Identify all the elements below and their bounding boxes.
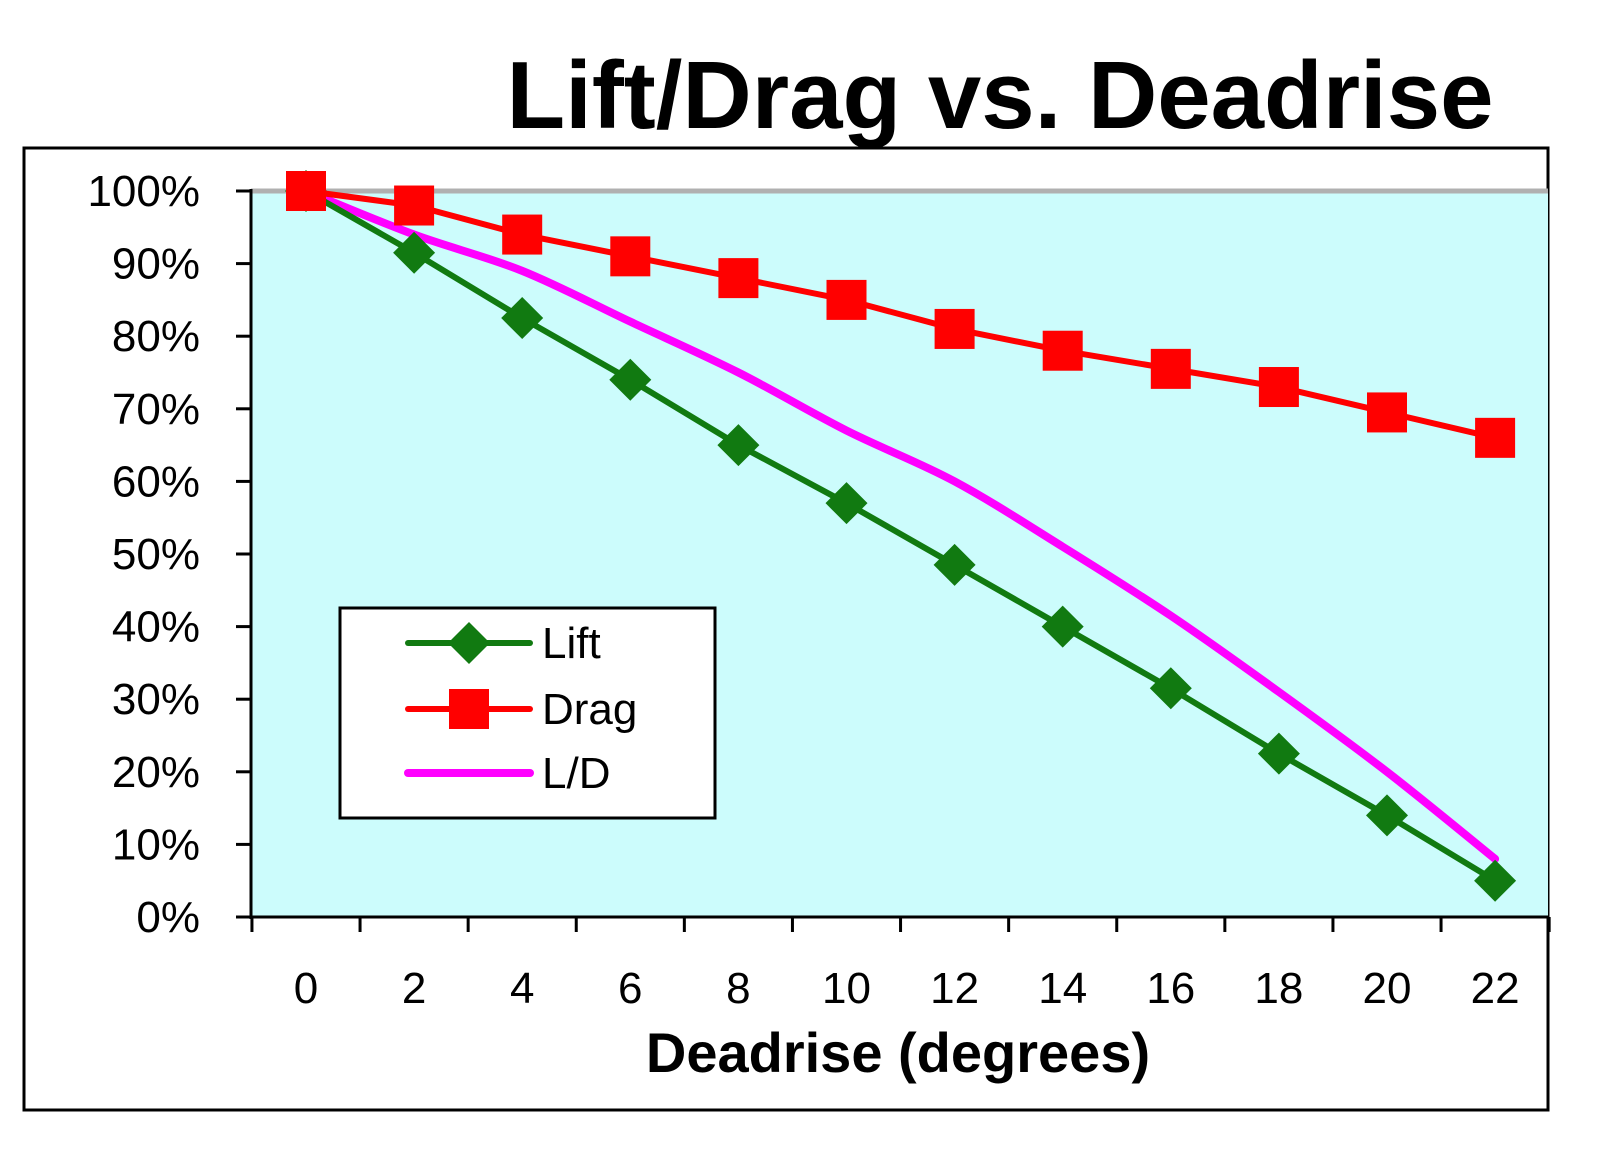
y-tick-label: 90%: [112, 240, 200, 289]
data-point-lift: [1366, 794, 1408, 837]
data-point-lift: [1474, 859, 1517, 902]
x-axis-label: Deadrise (degrees): [646, 1021, 1150, 1084]
y-tick-label: 70%: [112, 385, 200, 434]
data-point-drag: [1258, 367, 1299, 408]
data-point-lift: [717, 424, 760, 467]
x-tick-label: 16: [1146, 964, 1195, 1013]
x-tick-label: 18: [1254, 964, 1303, 1013]
data-point-lift: [1149, 667, 1192, 710]
x-tick-label: 12: [930, 964, 979, 1013]
x-tick-label: 14: [1038, 964, 1087, 1013]
chart-title: Lift/Drag vs. Deadrise: [507, 42, 1494, 149]
data-point-drag: [1042, 330, 1083, 371]
x-tick-label: 6: [618, 964, 642, 1013]
data-point-drag: [718, 258, 759, 299]
legend-box: [338, 606, 717, 820]
legend-item-drag: Drag: [405, 685, 637, 734]
legend-label-lift: Lift: [542, 619, 601, 668]
series-layer: [285, 170, 1517, 902]
legend-label-l-d: L/D: [542, 749, 610, 798]
data-point-drag: [1367, 392, 1407, 433]
data-point-lift: [933, 543, 976, 586]
data-point-lift: [825, 482, 868, 525]
data-point-lift: [1041, 605, 1084, 648]
series-drag: [286, 171, 1516, 458]
legend: Lift Drag L/D: [338, 606, 717, 820]
series-l-d: [302, 187, 1500, 863]
x-tick-label: 8: [726, 964, 750, 1013]
data-point-lift: [609, 358, 652, 401]
x-tick-label: 20: [1363, 964, 1412, 1013]
data-point-lift: [393, 231, 436, 274]
y-tick-label: 60%: [112, 457, 200, 506]
data-point-drag: [286, 171, 326, 211]
legend-item-l-d: L/D: [404, 749, 610, 798]
x-tick-label: 10: [822, 964, 871, 1013]
legend-item-lift: Lift: [405, 619, 601, 668]
x-axis: 0 2 4 6 8 10 12 14 16 18 20 22: [250, 917, 1551, 1013]
y-tick-label: 40%: [112, 603, 200, 652]
y-tick-label: 50%: [112, 530, 200, 579]
legend-marker-drag: [449, 689, 489, 729]
y-tick-label: 30%: [112, 675, 200, 724]
data-point-drag: [394, 185, 435, 226]
x-tick-label: 22: [1471, 964, 1520, 1013]
data-point-drag: [934, 308, 975, 349]
x-tick-label: 4: [510, 964, 534, 1013]
data-point-lift: [501, 297, 544, 340]
y-tick-label: 100%: [87, 167, 200, 216]
data-point-drag: [826, 279, 867, 320]
y-tick-label: 0%: [136, 893, 200, 942]
y-tick-label: 80%: [112, 312, 200, 361]
legend-marker-lift: [448, 622, 490, 664]
data-point-lift: [1257, 732, 1300, 775]
y-tick-label: 10%: [112, 820, 200, 869]
series-line-l-d: [302, 187, 1500, 863]
series-line-lift: [304, 188, 1497, 884]
series-lift: [285, 170, 1517, 902]
y-tick-label: 20%: [112, 748, 200, 797]
legend-label-drag: Drag: [542, 685, 637, 734]
x-tick-label: 0: [294, 964, 318, 1013]
data-point-drag: [1475, 417, 1516, 458]
data-point-drag: [1150, 348, 1191, 389]
y-axis: 0% 10% 20% 30% 40% 50% 60% 70% 80% 90% 100%: [87, 167, 251, 942]
x-tick-label: 2: [402, 964, 426, 1013]
data-point-drag: [502, 214, 543, 255]
data-point-drag: [610, 236, 651, 277]
